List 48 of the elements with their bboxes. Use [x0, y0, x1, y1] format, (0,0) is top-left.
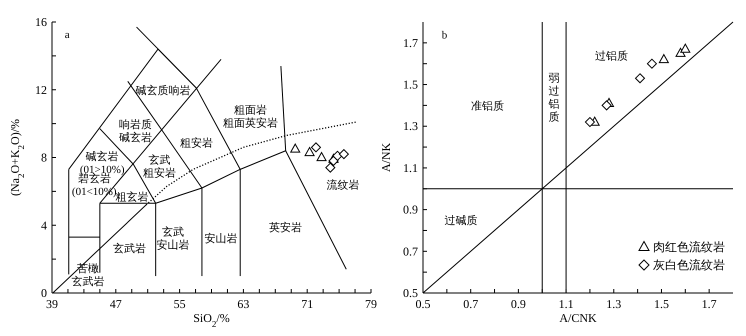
y-tick-label: 8 — [41, 150, 47, 164]
annotation: 粗面岩粗面英安岩 — [223, 104, 278, 130]
annotation: 粗安岩 — [180, 136, 213, 150]
y-tick-label: 16 — [35, 15, 47, 29]
annotation: 苦橄玄武岩 — [71, 262, 104, 288]
y-tick-label: 1.3 — [403, 119, 418, 134]
y-tick-label: 1.7 — [403, 36, 418, 50]
x-tick-label: 0.5 — [416, 297, 430, 311]
annotation: 玄武安山岩 — [156, 225, 190, 252]
annotation: 流纹岩 — [326, 178, 360, 192]
y-tick-label: 0 — [41, 286, 47, 300]
y-tick-label: 1.1 — [403, 160, 418, 175]
x-tick-label: 1.7 — [702, 297, 717, 311]
annotation: 碱玄质响岩 — [135, 84, 190, 97]
x-axis-title: A/CNK — [559, 311, 597, 325]
x-tick-label: 0.9 — [510, 297, 526, 311]
x-tick-label: 55 — [174, 297, 186, 311]
y-tick-label: 0.7 — [403, 244, 418, 258]
annotation: 响岩质碱玄岩 — [119, 118, 152, 144]
y-tick-label: 0.5 — [403, 286, 418, 300]
x-tick-label: 79 — [365, 297, 377, 311]
annotation: 玄武岩 — [112, 242, 146, 256]
annotation: 弱过铝质 — [548, 72, 560, 124]
x-tick-label: 1.5 — [654, 297, 669, 311]
x-tick-label: 1.3 — [606, 297, 622, 311]
annotation: 准铝质 — [470, 99, 504, 112]
annotation: 英安岩 — [269, 220, 302, 234]
annotation: 玄武粗安岩 — [143, 153, 176, 180]
x-tick-label: 0.7 — [463, 297, 478, 311]
annotation: 过碱质 — [444, 214, 478, 228]
x-axis-title: SiO$_{2}$/% — [193, 311, 230, 329]
x-tick-label: 71 — [301, 297, 314, 311]
annotation: 安山岩 — [204, 232, 238, 245]
annotation: b — [442, 30, 448, 42]
y-tick-label: 0.9 — [403, 202, 418, 217]
x-tick-label: 39 — [46, 297, 58, 311]
annotation: 过铝质 — [594, 49, 628, 62]
legend-label: 灰白色流纹岩 — [653, 258, 725, 272]
annotation: a — [64, 28, 70, 41]
legend-label: 肉红色流纹岩 — [653, 240, 725, 254]
x-tick-label: 63 — [237, 297, 250, 311]
x-tick-label: 47 — [110, 297, 122, 311]
y-tick-label: 4 — [41, 218, 47, 232]
x-tick-label: 1.1 — [558, 297, 574, 311]
y-tick-label: 12 — [35, 82, 47, 97]
annotation: 粗玄岩 — [115, 190, 148, 204]
y-axis-title: A/NK — [379, 142, 393, 172]
y-tick-label: 1.5 — [403, 78, 418, 92]
